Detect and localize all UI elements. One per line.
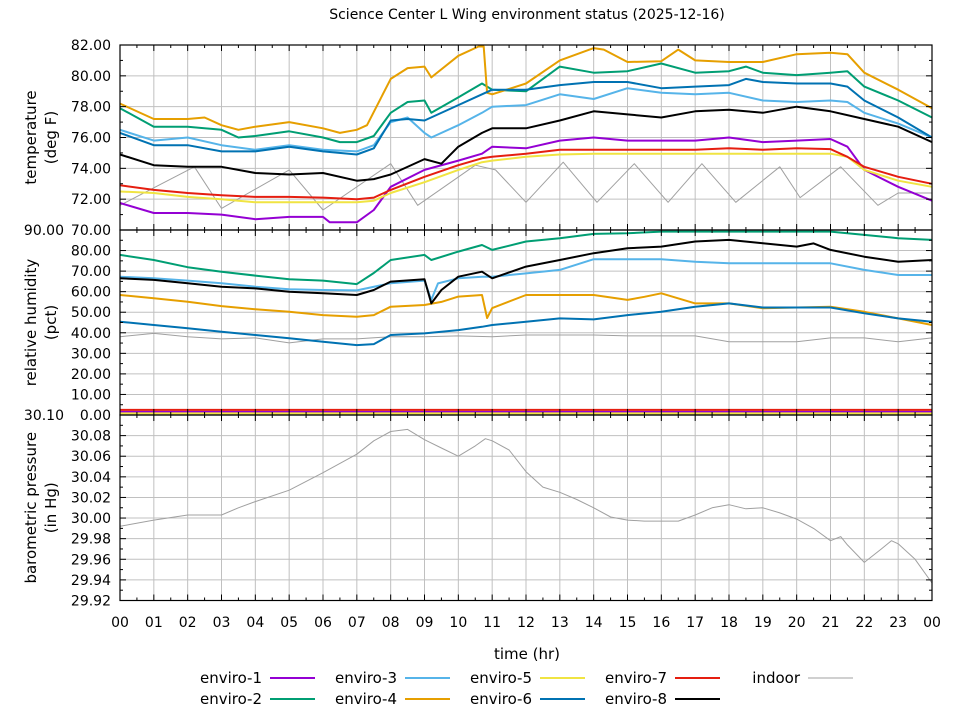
y-tick-label: 30.00 [71, 511, 111, 527]
series-line-enviro-4 [119, 45, 933, 134]
y-tick-label: 30.00 [71, 346, 111, 362]
y-axis-label-line: (deg F) [42, 111, 60, 164]
axes: 70.00 72.00 74.00 76.00 78.00 80.00 82.00 tempe… [22, 38, 941, 631]
x-tick-label: 07 [348, 615, 366, 631]
y-tick-label: 60.00 [71, 285, 111, 301]
x-tick-label: 21 [822, 615, 840, 631]
y-axis-label-line: barometric pressure [22, 432, 40, 584]
y-tick-label: 72.00 [71, 192, 111, 208]
y-tick-label: 29.96 [71, 552, 111, 568]
y-tick-label: 78.00 [71, 100, 111, 116]
legend-label-enviro-4: enviro-4 [335, 690, 397, 708]
series-line-enviro-2 [119, 62, 933, 144]
x-tick-label: 15 [619, 615, 637, 631]
x-tick-label: 02 [179, 615, 197, 631]
y-axis-label-line: temperature [22, 90, 40, 184]
series-line-enviro-1 [119, 136, 933, 224]
series-line-enviro-8 [119, 105, 933, 182]
x-tick-label: 09 [416, 615, 434, 631]
x-tick-label: 05 [280, 615, 298, 631]
x-tick-label: 10 [449, 615, 467, 631]
y-tick-label: 29.94 [71, 573, 111, 589]
y-tick-label: 70.00 [71, 223, 111, 239]
y-axis-label-line: relative humidity [22, 259, 40, 387]
y-tick-label: 40.00 [71, 326, 111, 342]
y-tick-label: 74.00 [71, 161, 111, 177]
x-tick-label: 12 [517, 615, 535, 631]
x-tick-label: 20 [788, 615, 806, 631]
x-tick-label: 11 [483, 615, 501, 631]
legend-label-enviro-8: enviro-8 [605, 690, 667, 708]
series-line-enviro-6 [119, 77, 933, 156]
y-axis-label: relative humidity (pct) [22, 259, 60, 387]
x-tick-label: 06 [314, 615, 332, 631]
legend: enviro-1 enviro-2 enviro-3 enviro-4 enviro-5… [200, 669, 853, 708]
series-line-enviro-8 [119, 238, 933, 305]
y-tick-label: 29.98 [71, 532, 111, 548]
x-tick-label: 18 [720, 615, 738, 631]
legend-label-enviro-5: enviro-5 [470, 669, 532, 687]
y-tick-label: 10.00 [71, 387, 111, 403]
y-tick-label: 76.00 [71, 131, 111, 147]
x-tick-label: 08 [382, 615, 400, 631]
panel-frame [119, 414, 933, 602]
series-line-indoor [119, 332, 933, 344]
grid [120, 45, 932, 601]
legend-label-enviro-6: enviro-6 [470, 690, 532, 708]
x-tick-label: 22 [855, 615, 873, 631]
y-tick-label: 0.00 [80, 408, 111, 424]
y-tick-label: 30.10 [24, 408, 64, 424]
y-tick-label: 20.00 [71, 367, 111, 383]
series-line-enviro-2 [119, 230, 933, 286]
y-tick-label: 82.00 [71, 38, 111, 54]
legend-label-enviro-3: enviro-3 [335, 669, 397, 687]
y-tick-label: 80.00 [71, 69, 111, 85]
y-tick-label: 80.00 [71, 244, 111, 260]
y-tick-label: 29.92 [71, 594, 111, 610]
series-line-enviro-6 [119, 302, 933, 347]
y-tick-label: 30.04 [71, 470, 111, 486]
x-tick-label: 23 [889, 615, 907, 631]
series-line-indoor [119, 161, 932, 211]
series-line-enviro-5 [119, 152, 933, 204]
x-tick-label: 13 [551, 615, 569, 631]
series-line-enviro-7 [119, 147, 933, 201]
x-tick-label: 19 [754, 615, 772, 631]
legend-label-enviro-7: enviro-7 [605, 669, 667, 687]
series-line-enviro-3 [119, 258, 932, 301]
y-tick-label: 50.00 [71, 305, 111, 321]
series-line-enviro-3 [119, 87, 933, 153]
legend-label-enviro-1: enviro-1 [200, 669, 262, 687]
x-tick-label: 17 [686, 615, 704, 631]
y-tick-label: 70.00 [71, 264, 111, 280]
legend-label-indoor: indoor [752, 669, 801, 687]
x-tick-label: 00 [923, 615, 941, 631]
x-tick-label: 03 [213, 615, 231, 631]
x-tick-label: 04 [246, 615, 264, 631]
y-axis-label: temperature (deg F) [22, 90, 60, 184]
y-tick-label: 90.00 [24, 223, 64, 239]
y-tick-label: 30.02 [71, 490, 111, 506]
y-axis-label: barometric pressure (in Hg) [22, 432, 60, 584]
chart-title: Science Center L Wing environment status… [329, 7, 725, 23]
series-line-indoor [119, 428, 933, 584]
y-tick-label: 30.08 [71, 429, 111, 445]
y-tick-label: 30.06 [71, 449, 111, 465]
legend-label-enviro-2: enviro-2 [200, 690, 262, 708]
y-axis-label-line: (in Hg) [42, 482, 60, 533]
x-tick-label: 01 [145, 615, 163, 631]
x-tick-label: 16 [652, 615, 670, 631]
x-tick-label: 14 [585, 615, 603, 631]
y-axis-label-line: (pct) [42, 305, 60, 340]
x-tick-label: 00 [111, 615, 129, 631]
x-axis-label: time (hr) [494, 645, 560, 663]
